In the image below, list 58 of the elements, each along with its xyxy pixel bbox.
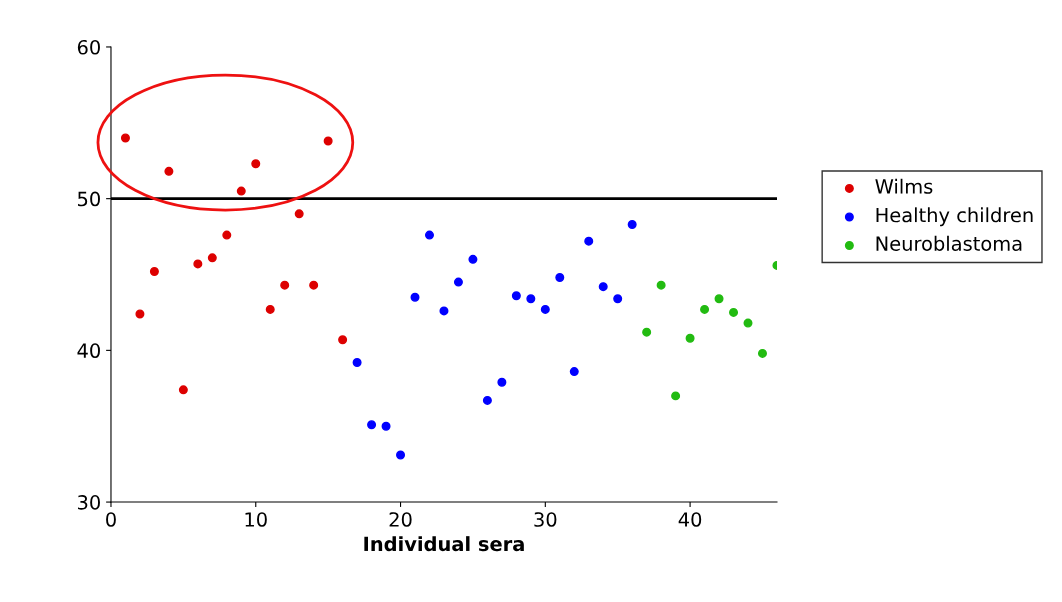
x-tick-label: 40 (678, 512, 702, 527)
point (555, 273, 565, 283)
y-tick-label: 30 (78, 495, 100, 510)
point (685, 333, 695, 343)
x-tick-label: 0 (106, 512, 116, 527)
point (396, 450, 406, 460)
point (309, 280, 319, 290)
point (482, 395, 492, 405)
point (757, 348, 767, 358)
point (598, 282, 608, 292)
point (236, 186, 246, 196)
point (352, 358, 362, 367)
point (613, 294, 623, 304)
y-tick-label: 50 (78, 191, 100, 207)
point (294, 209, 304, 219)
point (381, 421, 391, 431)
point (569, 367, 579, 377)
point (656, 280, 666, 290)
point (135, 309, 145, 319)
point (511, 291, 521, 301)
x-tick-label: 20 (389, 512, 412, 527)
point (584, 236, 594, 246)
point (367, 420, 377, 430)
point (526, 294, 536, 304)
y-tick-label: 40 (77, 343, 100, 359)
point (700, 304, 710, 314)
point (222, 230, 232, 240)
point (671, 391, 681, 401)
point (497, 377, 507, 387)
point (439, 306, 449, 316)
x-tick-label: 10 (245, 512, 267, 527)
point (540, 304, 550, 314)
point (251, 159, 261, 169)
point (729, 307, 739, 317)
legend-label: Wilms (875, 178, 933, 194)
point (149, 266, 159, 276)
y-tick-label: 60 (77, 39, 100, 55)
point (338, 335, 348, 345)
point (424, 230, 434, 240)
point (120, 133, 130, 143)
point (627, 219, 637, 229)
x-axis-title: Individual sera (364, 536, 524, 552)
point (642, 327, 652, 337)
point (410, 292, 420, 302)
point (265, 304, 275, 314)
point (280, 280, 290, 290)
legend-label: Healthy children (876, 207, 1033, 227)
legend-label: Neuroblastoma (876, 235, 1022, 251)
point (453, 277, 463, 287)
point (178, 385, 188, 395)
point (207, 253, 217, 263)
point (193, 259, 203, 269)
point (323, 136, 333, 146)
point (743, 318, 753, 328)
point (164, 166, 174, 176)
point (714, 294, 724, 304)
point (468, 254, 478, 264)
x-tick-label: 30 (534, 512, 557, 527)
